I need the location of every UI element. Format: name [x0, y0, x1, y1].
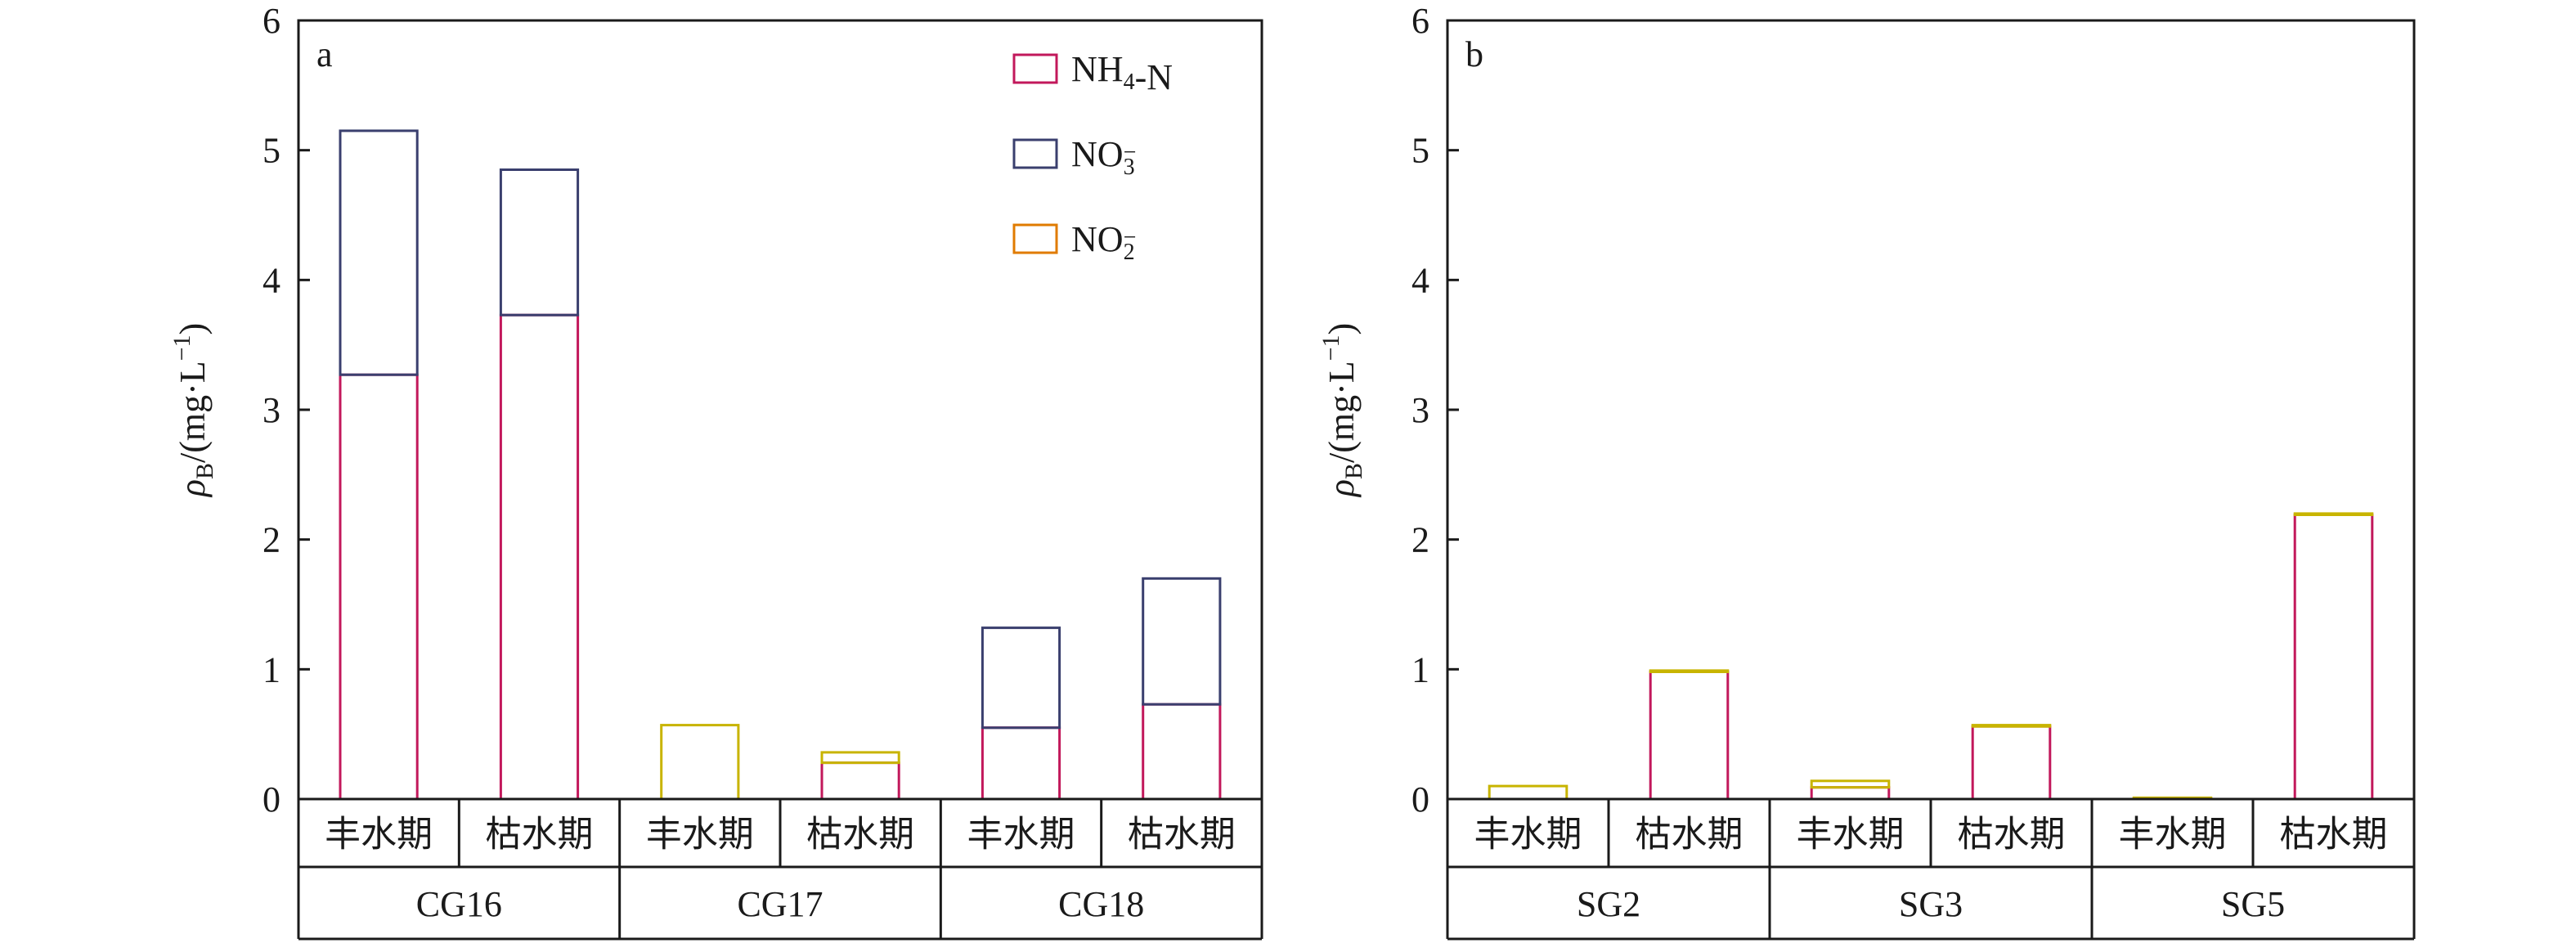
- site-label: SG2: [1577, 884, 1640, 924]
- site-label: CG16: [416, 884, 502, 924]
- plot-frame: [1446, 19, 2416, 801]
- legend-label-no2: NO2−: [1071, 219, 1136, 265]
- y-tick-label: 5: [1411, 131, 1429, 171]
- y-tick-label: 1: [263, 649, 280, 689]
- legend-label-text: NO: [1071, 219, 1124, 259]
- panel-b-chart: 0 1 2 3 4 5 6 丰水期 枯水期 丰水期 枯水期 丰水期 枯水期 SG2 SG3 SG5 b ρB/(m…: [1317, 1, 2416, 941]
- category-label: 丰水期: [1474, 815, 1582, 855]
- bar-no3-0: [339, 129, 419, 376]
- category-label: 丰水期: [1797, 815, 1905, 855]
- y-axis-label-close: ): [173, 323, 213, 335]
- panel-letter: a: [316, 34, 333, 74]
- panel-a-chart: 0 1 2 3 4 5 6 丰水期 枯水期 丰水期 枯水期 丰水期 枯水期 CG16 CG17 CG18 a ρB…: [168, 1, 1263, 941]
- legend-label-subscript: 3: [1124, 155, 1135, 180]
- bar-no2-2: [1810, 779, 1891, 789]
- legend-swatch-no2: [1012, 223, 1058, 254]
- y-tick-label: 3: [1411, 390, 1429, 430]
- legend-label-superscript: −: [1124, 140, 1137, 165]
- bar-no2-2: [660, 724, 740, 801]
- legend-label-superscript: −: [1124, 225, 1137, 250]
- category-label: 枯水期: [1128, 815, 1236, 855]
- y-axis-label-symbol: ρ: [173, 479, 213, 498]
- legend-label-text: NO: [1071, 134, 1124, 174]
- bar-nh4-1: [499, 313, 580, 801]
- bar-no2-5: [2293, 512, 2374, 517]
- category-label: 枯水期: [1958, 815, 2066, 855]
- y-axis-label-subscript: B: [1340, 463, 1367, 479]
- bar-no2-1: [1649, 669, 1730, 674]
- y-tick-label: 2: [263, 520, 280, 560]
- y-tick-label: 6: [1411, 1, 1429, 41]
- y-axis-label: ρB/(mg·L−1): [1317, 323, 1367, 498]
- legend-label-subscript: 4: [1124, 70, 1135, 95]
- bar-no2-3: [820, 751, 900, 765]
- y-axis-label-subscript: B: [191, 463, 218, 479]
- category-label: 丰水期: [646, 815, 754, 855]
- y-tick-label: 3: [263, 390, 280, 430]
- bar-no3-1: [499, 168, 580, 317]
- category-label: 枯水期: [2280, 815, 2388, 855]
- site-label: SG5: [2221, 884, 2285, 924]
- bar-nh4-1: [1649, 671, 1730, 801]
- legend-swatch-no3: [1012, 138, 1058, 169]
- y-axis-label-symbol: ρ: [1322, 479, 1362, 498]
- bar-nh4-3: [1971, 725, 2052, 801]
- y-tick-label: 1: [1411, 649, 1429, 689]
- bar-nh4-5: [1142, 703, 1222, 801]
- category-label: 丰水期: [325, 815, 433, 855]
- y-axis-label-superscript: −1: [1317, 335, 1344, 361]
- y-axis-label-unit: /(mg·L: [173, 361, 213, 463]
- bar-no3-5: [1142, 577, 1222, 706]
- site-label: CG18: [1058, 884, 1144, 924]
- panel-letter: b: [1465, 34, 1483, 74]
- category-label: 丰水期: [2119, 815, 2227, 855]
- legend-label-suffix: -N: [1135, 57, 1173, 97]
- bar-nh4-5: [2293, 514, 2374, 801]
- bar-no2-3: [1971, 724, 2052, 728]
- category-label: 枯水期: [806, 815, 914, 855]
- y-tick-label: 2: [1411, 520, 1429, 560]
- y-tick-label: 6: [263, 1, 280, 41]
- y-axis-label-unit: /(mg·L: [1322, 361, 1362, 463]
- legend-swatch-nh4: [1012, 53, 1058, 84]
- y-tick-label: 5: [263, 131, 280, 171]
- y-axis-label-superscript: −1: [168, 335, 195, 361]
- legend-label-subscript: 2: [1124, 240, 1135, 265]
- category-label: 丰水期: [967, 815, 1075, 855]
- y-tick-label: 0: [1411, 779, 1429, 820]
- bar-nh4-4: [981, 726, 1061, 801]
- y-tick-label: 4: [1411, 260, 1429, 300]
- y-axis-label-close: ): [1322, 323, 1362, 335]
- category-label: 枯水期: [486, 815, 594, 855]
- bars-group: [1488, 512, 2374, 801]
- bar-no3-4: [981, 626, 1061, 730]
- bar-nh4-2: [1810, 786, 1891, 801]
- y-tick-label: 0: [263, 779, 280, 820]
- site-label: CG17: [737, 884, 823, 924]
- legend-label-no3: NO3−: [1071, 134, 1136, 180]
- category-label: 枯水期: [1636, 815, 1744, 855]
- site-label: SG3: [1899, 884, 1963, 924]
- bar-nh4-0: [339, 373, 419, 801]
- legend-label-nh4: NH4-N: [1071, 49, 1173, 97]
- legend-label-text: NH: [1071, 49, 1124, 89]
- y-axis-label: ρB/(mg·L−1): [168, 323, 218, 498]
- bar-no2-0: [1488, 784, 1568, 801]
- bar-nh4-3: [820, 761, 900, 801]
- y-tick-label: 4: [263, 260, 280, 300]
